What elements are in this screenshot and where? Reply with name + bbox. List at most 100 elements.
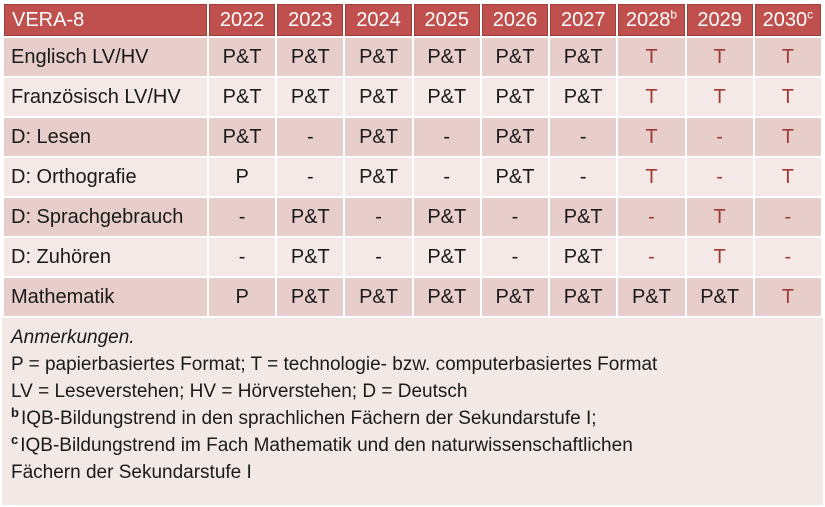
format-cell: - <box>754 198 821 236</box>
format-cell: P <box>209 278 276 316</box>
format-cell: - <box>277 118 344 156</box>
table-row: Englisch LV/HV P&T P&T P&T P&T P&T P&T T T T <box>4 38 821 76</box>
format-cell: P&T <box>550 38 617 76</box>
format-cell: - <box>481 238 549 276</box>
header-label: 2024 <box>356 8 401 31</box>
note-line: LV = Leseverstehen; HV = Hörverstehen; D… <box>11 381 468 402</box>
table-row: D: Zuhören - P&T - P&T - P&T - T - <box>4 238 821 276</box>
format-cell: T <box>618 118 685 156</box>
notes-section: Anmerkungen. P = papierbasiertes Format;… <box>2 318 823 505</box>
format-cell: P&T <box>550 238 617 276</box>
row-label-cell: D: Orthografie <box>4 158 207 196</box>
format-cell: P&T <box>277 238 344 276</box>
row-label-cell: Mathematik <box>4 278 207 316</box>
format-cell: - <box>686 118 753 156</box>
table-row: D: Orthografie P - P&T - P&T - T - T <box>4 158 821 196</box>
header-label: 2027 <box>560 8 606 31</box>
format-cell: P&T <box>209 38 276 76</box>
header-label: 2023 <box>288 8 333 31</box>
format-cell: P&T <box>277 38 344 76</box>
row-label-cell: Französisch LV/HV <box>4 78 207 116</box>
format-cell: P&T <box>481 118 549 156</box>
table-row: D: Lesen P&T - P&T - P&T - T - T <box>4 118 821 156</box>
header-label: 2028 <box>625 8 671 31</box>
row-label-cell: D: Sprachgebrauch <box>4 198 207 236</box>
header-label: 2022 <box>219 8 265 31</box>
table-row: D: Sprachgebrauch - P&T - P&T - P&T - T - <box>4 198 821 236</box>
format-cell: P&T <box>345 118 412 156</box>
format-cell: P&T <box>481 78 549 116</box>
year-column-header: 2028b <box>618 4 685 36</box>
format-cell: - <box>481 198 549 236</box>
format-cell: - <box>413 118 480 156</box>
format-cell: P&T <box>413 278 480 316</box>
format-cell: P&T <box>550 198 617 236</box>
header-label: VERA-8 <box>12 8 85 31</box>
format-cell: P&T <box>413 198 480 236</box>
year-column-header: 2023 <box>277 4 344 36</box>
format-cell: P&T <box>550 278 617 316</box>
note-line: Fächern der Sekundarstufe I <box>11 462 252 483</box>
format-cell: - <box>345 238 412 276</box>
format-cell: - <box>754 238 821 276</box>
format-cell: P&T <box>277 198 344 236</box>
header-footnote-marker: b <box>670 6 678 21</box>
notes-title: Anmerkungen. <box>11 327 135 348</box>
format-cell: P&T <box>413 78 480 116</box>
format-cell: P&T <box>481 158 549 196</box>
format-cell: T <box>754 38 821 76</box>
note-lines: P = papierbasiertes Format; T = technolo… <box>11 351 814 486</box>
format-cell: T <box>618 78 685 116</box>
note-line: P = papierbasiertes Format; T = technolo… <box>11 354 658 375</box>
format-cell: P&T <box>618 278 685 316</box>
row-label-cell: Englisch LV/HV <box>4 38 207 76</box>
format-cell: - <box>550 158 617 196</box>
format-cell: P&T <box>413 38 480 76</box>
format-cell: - <box>277 158 344 196</box>
year-column-header: 2022 <box>209 4 276 36</box>
format-cell: P&T <box>345 38 412 76</box>
year-column-header: 2029 <box>686 4 753 36</box>
note-footnote-marker: c <box>11 431 19 447</box>
format-cell: P&T <box>345 278 412 316</box>
format-cell: T <box>618 38 685 76</box>
year-column-header: 2024 <box>345 4 412 36</box>
table-row: Mathematik P P&T P&T P&T P&T P&T P&T P&T T <box>4 278 821 316</box>
format-cell: P&T <box>345 158 412 196</box>
format-cell: P&T <box>481 278 549 316</box>
format-cell: P&T <box>277 78 344 116</box>
format-cell: T <box>686 238 753 276</box>
note-line: c IQB-Bildungstrend im Fach Mathematik un… <box>11 431 633 456</box>
note-line: b IQB-Bildungstrend in den sprachlichen F… <box>11 404 597 429</box>
format-cell: - <box>413 158 480 196</box>
format-cell: - <box>209 238 276 276</box>
format-cell: T <box>686 78 753 116</box>
format-cell: P&T <box>209 118 276 156</box>
format-cell: - <box>618 198 685 236</box>
table-body: Englisch LV/HV P&T P&T P&T P&T P&T P&T T T T Franz… <box>4 38 821 316</box>
header-footnote-marker: c <box>807 6 814 21</box>
format-cell: - <box>686 158 753 196</box>
format-cell: T <box>754 278 821 316</box>
format-cell: - <box>345 198 412 236</box>
format-cell: P&T <box>277 278 344 316</box>
row-label-cell: D: Zuhören <box>4 238 207 276</box>
table-title-header: VERA-8 <box>4 4 207 36</box>
year-column-header: 2025 <box>413 4 480 36</box>
format-cell: - <box>209 198 276 236</box>
table-row: Französisch LV/HV P&T P&T P&T P&T P&T P&T T T T <box>4 78 821 116</box>
format-cell: T <box>754 158 821 196</box>
note-footnote-marker: b <box>11 404 19 420</box>
year-column-header: 2026 <box>481 4 549 36</box>
format-cell: P&T <box>686 278 753 316</box>
format-cell: T <box>754 118 821 156</box>
format-cell: T <box>686 198 753 236</box>
row-label-cell: D: Lesen <box>4 118 207 156</box>
format-cell: - <box>550 118 617 156</box>
header-label: 2030 <box>762 8 808 31</box>
header-label: 2026 <box>492 8 538 31</box>
format-cell: T <box>618 158 685 196</box>
format-cell: P&T <box>413 238 480 276</box>
header-label: 2029 <box>697 8 742 31</box>
